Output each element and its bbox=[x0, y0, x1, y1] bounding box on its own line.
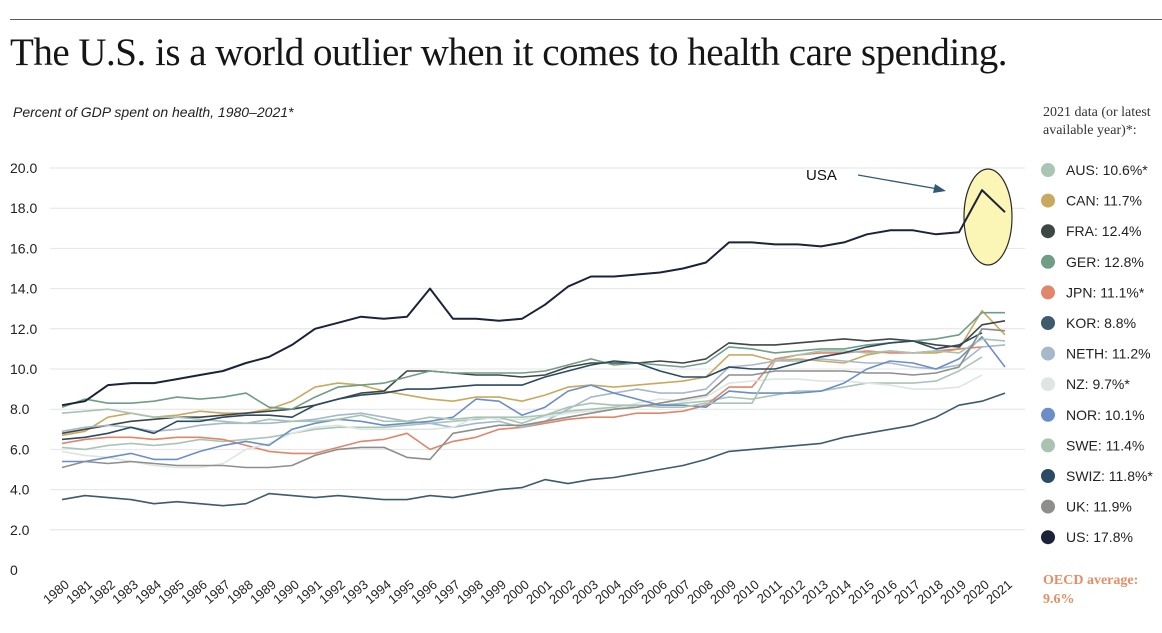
legend-swatch-ger bbox=[1041, 254, 1055, 269]
chart-title: The U.S. is a world outlier when it come… bbox=[10, 31, 1008, 74]
legend-swatch-nor bbox=[1041, 407, 1055, 422]
us-highlight bbox=[963, 168, 1013, 266]
legend-label-kor: KOR: 8.8% bbox=[1066, 315, 1136, 331]
usa-annotation: USA bbox=[806, 167, 946, 193]
legend-label-nor: NOR: 10.1% bbox=[1066, 407, 1145, 423]
series-line-fra bbox=[61, 320, 1006, 435]
legend-swatch-aus bbox=[1041, 163, 1055, 177]
y-tick-label: 16.0 bbox=[10, 240, 37, 256]
top-rule bbox=[10, 19, 1162, 20]
series-line-uk bbox=[61, 328, 1006, 469]
y-tick-label: 12.0 bbox=[10, 321, 37, 337]
legend-label-fra: FRA: 12.4% bbox=[1066, 223, 1141, 239]
x-tick-label: 2021 bbox=[983, 577, 1015, 607]
chart-subtitle: Percent of GDP spent on health, 1980–202… bbox=[13, 104, 294, 120]
legend-swatch-swiz bbox=[1041, 469, 1055, 483]
y-tick-label: 0 bbox=[10, 562, 18, 578]
legend-swatch-swe bbox=[1041, 438, 1055, 453]
legend-swatch-jpn bbox=[1041, 285, 1055, 300]
x-axis-ticks: 1980198119821983198419851986198719881989… bbox=[40, 577, 1015, 607]
legend-label-swiz: SWIZ: 11.8%* bbox=[1066, 468, 1153, 484]
y-tick-label: 6.0 bbox=[10, 441, 30, 457]
gridlines bbox=[50, 167, 1025, 531]
series-line-swiz bbox=[61, 332, 983, 441]
legend-label-us: US: 17.8% bbox=[1066, 529, 1133, 545]
y-tick-label: 10.0 bbox=[10, 361, 37, 377]
legend-swatch-nz bbox=[1041, 377, 1055, 392]
legend-label-nz: NZ: 9.7%* bbox=[1066, 376, 1130, 392]
series-line-ger bbox=[61, 311, 1005, 410]
legend-swatch-uk bbox=[1041, 499, 1055, 514]
legend-label-uk: UK: 11.9% bbox=[1066, 499, 1132, 515]
highlight-ellipse bbox=[963, 168, 1013, 266]
y-tick-label: 4.0 bbox=[10, 482, 30, 498]
annotation-arrow bbox=[857, 174, 939, 190]
legend: AUS: 10.6%* CAN: 11.7% FRA: 12.4% GER: 12.8… bbox=[1041, 162, 1153, 545]
series-line-aus bbox=[61, 356, 983, 451]
y-tick-label: 14.0 bbox=[10, 281, 37, 297]
legend-swatch-can bbox=[1041, 193, 1055, 208]
series-line-nor bbox=[62, 336, 1006, 463]
annotation-usa: USA bbox=[806, 167, 837, 184]
legend-label-ger: GER: 12.8% bbox=[1066, 254, 1144, 270]
series-line-neth bbox=[61, 344, 1006, 433]
series-line-us bbox=[61, 189, 1006, 407]
legend-swatch-neth bbox=[1041, 346, 1055, 361]
annotation-arrowhead bbox=[933, 184, 946, 193]
legend-heading: 2021 data (or latest available year)*: bbox=[1043, 105, 1151, 138]
legend-label-swe: SWE: 11.4% bbox=[1066, 437, 1144, 453]
legend-swatch-us bbox=[1041, 530, 1055, 545]
legend-label-can: CAN: 11.7% bbox=[1066, 193, 1142, 209]
y-tick-label: 8.0 bbox=[10, 401, 30, 417]
legend-label-aus: AUS: 10.6%* bbox=[1066, 162, 1148, 178]
legend-label-jpn: JPN: 11.1%* bbox=[1066, 284, 1145, 300]
y-tick-label: 20.0 bbox=[10, 160, 37, 176]
legend-label-neth: NETH: 11.2% bbox=[1066, 346, 1151, 362]
y-axis-ticks: 0 2.0 4.0 6.0 8.0 10.0 12.0 14.0 16.0 18.0 20.0 bbox=[10, 160, 37, 578]
y-tick-label: 2.0 bbox=[10, 522, 30, 538]
legend-swatch-fra bbox=[1041, 224, 1055, 239]
legend-swatch-kor bbox=[1041, 316, 1055, 330]
y-tick-label: 18.0 bbox=[10, 200, 37, 216]
series-line-kor bbox=[61, 392, 1006, 507]
oecd-average-note: OECD average: 9.6% bbox=[1043, 573, 1139, 607]
series-lines bbox=[61, 189, 1006, 507]
